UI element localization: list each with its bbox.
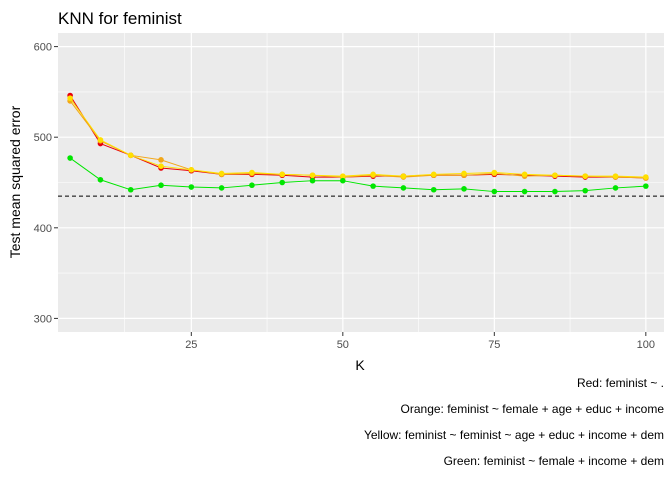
x-tick-label: 100 — [637, 339, 655, 351]
y-tick-label: 300 — [34, 313, 52, 325]
data-point-yellow — [127, 152, 134, 159]
chart-title: KNN for feminist — [58, 9, 182, 28]
data-point-orange — [158, 157, 164, 163]
data-point-yellow — [552, 172, 558, 179]
data-point-green — [430, 186, 437, 193]
data-point-green — [582, 187, 589, 194]
caption-block: Red: feminist ~ . Orange: feminist ~ fema… — [364, 376, 664, 468]
data-point-yellow — [521, 171, 528, 178]
data-point-green — [158, 182, 164, 189]
data-point-green — [521, 188, 528, 195]
data-point-yellow — [612, 173, 619, 179]
grid-major — [58, 33, 664, 332]
data-point-yellow — [370, 171, 376, 178]
grid-minor — [58, 33, 664, 332]
data-point-green — [249, 182, 255, 189]
data-point-green — [188, 184, 195, 190]
data-point-yellow — [340, 173, 346, 179]
data-point-green — [552, 188, 558, 195]
y-tick-label: 500 — [34, 132, 52, 144]
x-tick-label: 75 — [488, 339, 500, 351]
data-point-yellow — [643, 174, 649, 180]
y-tick-label: 400 — [34, 223, 52, 235]
data-point-yellow — [461, 170, 467, 177]
x-axis: 25 50 75 100 — [185, 332, 655, 351]
data-point-yellow — [400, 173, 407, 179]
y-axis: 300 400 500 600 — [34, 42, 58, 325]
series-line-green — [69, 157, 646, 193]
data-point-green — [400, 185, 407, 191]
data-point-green — [643, 183, 649, 189]
data-point-green — [309, 177, 316, 184]
data-point-green — [127, 186, 134, 193]
y-axis-title: Test mean squared error — [7, 105, 23, 258]
series-layer — [67, 92, 649, 195]
data-point-yellow — [158, 163, 164, 169]
series-line-yellow — [69, 97, 646, 178]
data-point-green — [461, 186, 467, 192]
data-point-yellow — [97, 137, 104, 143]
data-point-green — [67, 155, 73, 161]
caption-line: Orange: feminist ~ female + age + educ +… — [401, 402, 665, 416]
series-green — [67, 155, 649, 195]
series-yellow — [67, 95, 649, 180]
data-point-green — [340, 177, 346, 184]
data-point-green — [370, 183, 376, 189]
data-point-yellow — [491, 169, 498, 176]
data-point-yellow — [582, 173, 589, 179]
data-point-yellow — [309, 172, 316, 179]
x-tick-label: 50 — [337, 339, 349, 351]
data-point-yellow — [218, 170, 225, 177]
caption-line: Yellow: feminist ~ feminist ~ age + educ… — [364, 428, 664, 442]
data-point-yellow — [188, 167, 195, 173]
caption-line: Red: feminist ~ . — [577, 376, 664, 390]
x-axis-title: K — [355, 357, 365, 373]
data-point-green — [218, 185, 225, 191]
data-point-yellow — [430, 171, 437, 178]
y-tick-label: 600 — [34, 42, 52, 54]
data-point-green — [612, 185, 619, 191]
data-point-green — [279, 179, 286, 186]
caption-line: Green: feminist ~ female + income + dem — [444, 454, 664, 468]
x-tick-label: 25 — [185, 339, 197, 351]
data-point-yellow — [279, 171, 286, 178]
data-point-yellow — [249, 169, 255, 176]
data-point-green — [97, 176, 104, 183]
data-point-yellow — [67, 95, 73, 102]
data-point-green — [491, 188, 498, 195]
